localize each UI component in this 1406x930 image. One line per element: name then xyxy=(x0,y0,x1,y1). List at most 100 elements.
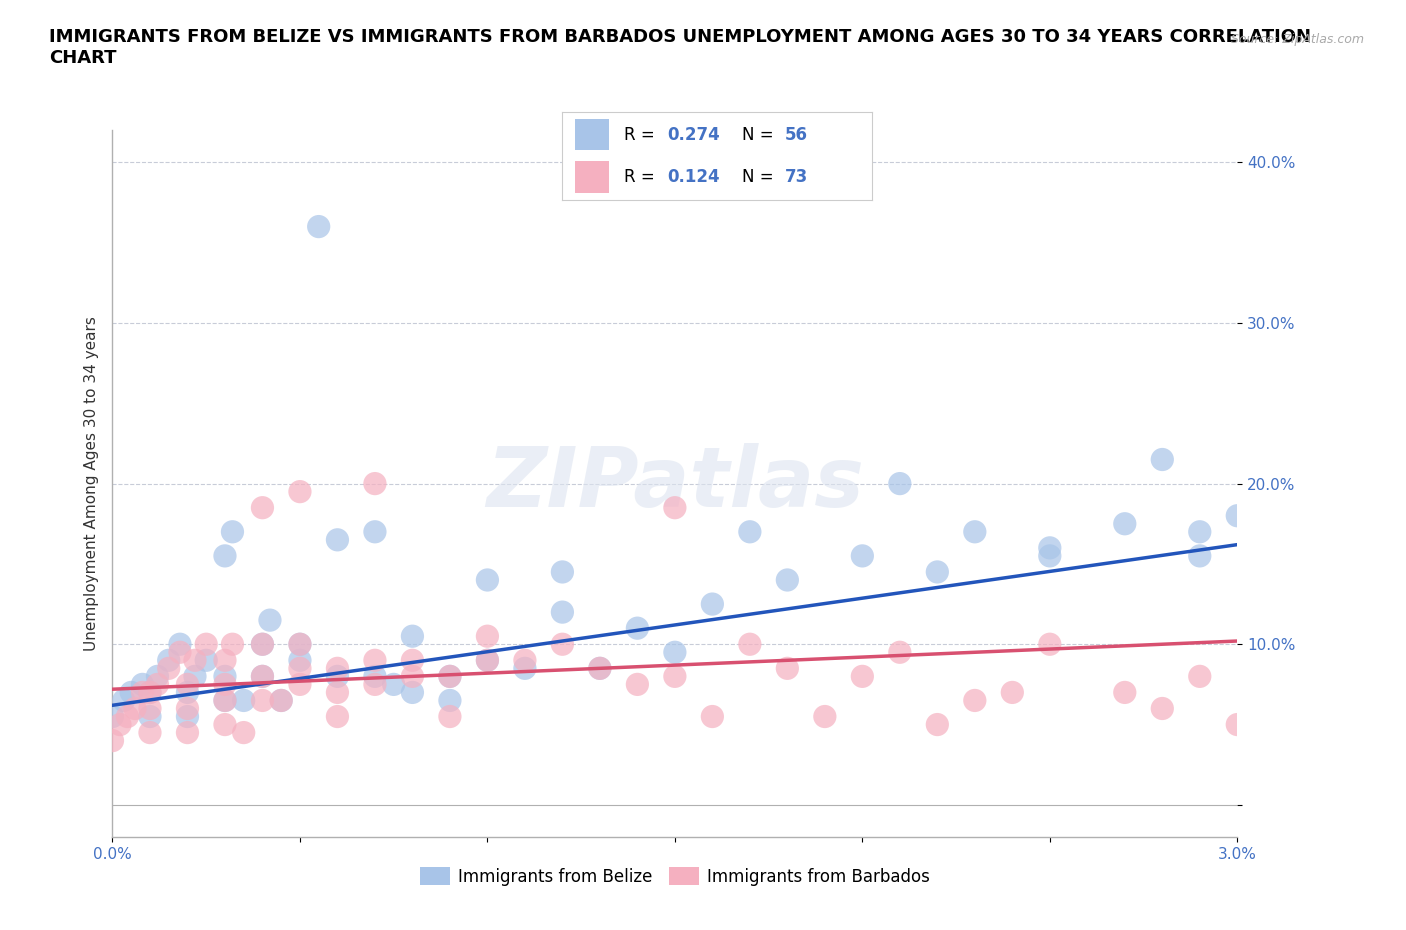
Point xyxy=(664,669,686,684)
Point xyxy=(1152,452,1174,467)
Point xyxy=(101,733,124,748)
Point xyxy=(1039,637,1062,652)
Point xyxy=(308,219,330,234)
Point xyxy=(1188,669,1211,684)
Point xyxy=(382,677,405,692)
Point xyxy=(551,637,574,652)
Point xyxy=(214,669,236,684)
Point xyxy=(214,653,236,668)
Point xyxy=(326,532,349,547)
Point xyxy=(252,693,274,708)
Point xyxy=(513,661,536,676)
Point xyxy=(270,693,292,708)
Point xyxy=(927,565,949,579)
Point xyxy=(288,677,311,692)
Point xyxy=(259,613,281,628)
Point xyxy=(702,709,724,724)
Point xyxy=(702,597,724,612)
Point xyxy=(139,701,162,716)
Point xyxy=(288,485,311,499)
Point xyxy=(439,693,461,708)
Text: 56: 56 xyxy=(785,126,808,143)
Point xyxy=(963,525,986,539)
Text: N =: N = xyxy=(742,126,779,143)
Point xyxy=(169,637,191,652)
Point xyxy=(139,725,162,740)
Point xyxy=(146,677,169,692)
Point xyxy=(927,717,949,732)
Point xyxy=(288,637,311,652)
Point xyxy=(1152,701,1174,716)
Point xyxy=(139,685,162,700)
Point xyxy=(214,677,236,692)
Point xyxy=(270,693,292,708)
FancyBboxPatch shape xyxy=(575,119,609,151)
Point xyxy=(214,693,236,708)
Point xyxy=(139,709,162,724)
Point xyxy=(439,669,461,684)
Point xyxy=(776,573,799,588)
Text: N =: N = xyxy=(742,168,779,186)
Point xyxy=(963,693,986,708)
Point xyxy=(139,685,162,700)
Point xyxy=(326,669,349,684)
Text: 0.124: 0.124 xyxy=(668,168,720,186)
Point xyxy=(1188,549,1211,564)
Point xyxy=(513,653,536,668)
Text: R =: R = xyxy=(624,126,661,143)
Point xyxy=(146,669,169,684)
Point xyxy=(776,661,799,676)
Text: IMMIGRANTS FROM BELIZE VS IMMIGRANTS FROM BARBADOS UNEMPLOYMENT AMONG AGES 30 TO: IMMIGRANTS FROM BELIZE VS IMMIGRANTS FRO… xyxy=(49,28,1312,67)
Point xyxy=(120,685,142,700)
Point xyxy=(117,709,139,724)
Point xyxy=(551,604,574,619)
Point xyxy=(664,644,686,659)
Point xyxy=(364,669,387,684)
Point xyxy=(326,685,349,700)
Point xyxy=(551,565,574,579)
Point xyxy=(439,709,461,724)
Point xyxy=(288,661,311,676)
Point xyxy=(589,661,612,676)
Point xyxy=(589,661,612,676)
Point xyxy=(626,620,648,635)
Point xyxy=(1226,509,1249,524)
Point xyxy=(176,725,198,740)
Point xyxy=(477,653,499,668)
Point xyxy=(1114,516,1136,531)
Point xyxy=(252,637,274,652)
Point xyxy=(184,669,207,684)
Point xyxy=(664,500,686,515)
Point xyxy=(889,476,911,491)
Point xyxy=(1039,540,1062,555)
Point xyxy=(1001,685,1024,700)
Point xyxy=(288,653,311,668)
Point xyxy=(477,629,499,644)
Point xyxy=(232,693,254,708)
Point xyxy=(401,685,423,700)
Point xyxy=(1188,525,1211,539)
Point xyxy=(157,653,180,668)
Point xyxy=(364,476,387,491)
Point xyxy=(738,637,761,652)
Point xyxy=(364,653,387,668)
Point xyxy=(477,573,499,588)
Point xyxy=(814,709,837,724)
Point xyxy=(477,653,499,668)
Point xyxy=(124,701,146,716)
Point xyxy=(326,709,349,724)
Point xyxy=(1226,717,1249,732)
Y-axis label: Unemployment Among Ages 30 to 34 years: Unemployment Among Ages 30 to 34 years xyxy=(83,316,98,651)
FancyBboxPatch shape xyxy=(575,161,609,193)
Point xyxy=(288,637,311,652)
Point xyxy=(439,669,461,684)
Point xyxy=(252,500,274,515)
Legend: Immigrants from Belize, Immigrants from Barbados: Immigrants from Belize, Immigrants from … xyxy=(413,861,936,892)
Point xyxy=(1114,685,1136,700)
Point xyxy=(252,669,274,684)
Point xyxy=(401,669,423,684)
Point xyxy=(401,653,423,668)
Point xyxy=(176,677,198,692)
Point xyxy=(221,525,243,539)
Point xyxy=(626,677,648,692)
